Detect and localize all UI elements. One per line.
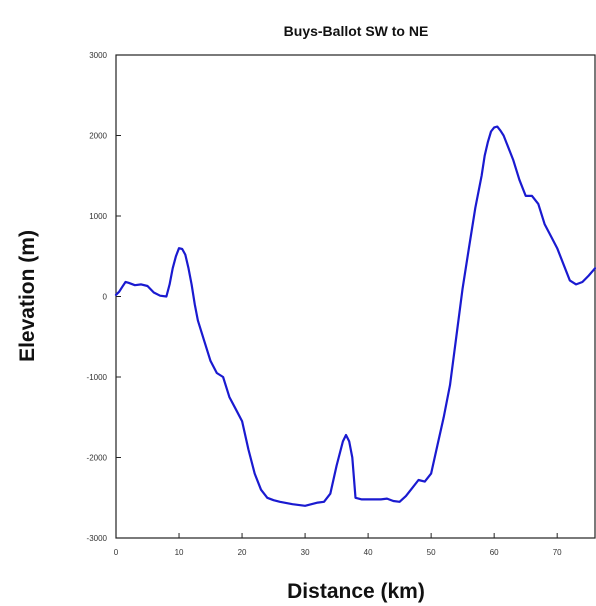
x-tick-label: 50 (427, 548, 436, 557)
elevation-series-line (114, 125, 596, 507)
y-tick-label: -3000 (87, 534, 108, 543)
plot-frame (115, 54, 596, 539)
x-tick-label: 70 (553, 548, 562, 557)
y-tick-label: 1000 (89, 212, 107, 221)
y-tick-label: 0 (103, 293, 108, 302)
x-tick-label: 40 (364, 548, 373, 557)
y-tick-label: -2000 (87, 454, 108, 463)
x-tick-label: 0 (114, 548, 119, 557)
y-tick-label: -1000 (87, 373, 108, 382)
x-axis-label: Distance (km) (287, 580, 425, 603)
x-tick-label: 10 (175, 548, 184, 557)
x-tick-label: 30 (301, 548, 310, 557)
y-axis-label: Elevation (m) (16, 230, 39, 362)
chart-title: Buys-Ballot SW to NE (284, 23, 429, 39)
x-tick-label: 60 (490, 548, 499, 557)
y-tick-label: 2000 (89, 132, 107, 141)
x-tick-label: 20 (238, 548, 247, 557)
y-tick-label: 3000 (89, 51, 107, 60)
axis-ticks: 0 10 20 30 40 50 60 70 -3000 -2000 -1000 0 1000 2000 3… (87, 51, 563, 557)
